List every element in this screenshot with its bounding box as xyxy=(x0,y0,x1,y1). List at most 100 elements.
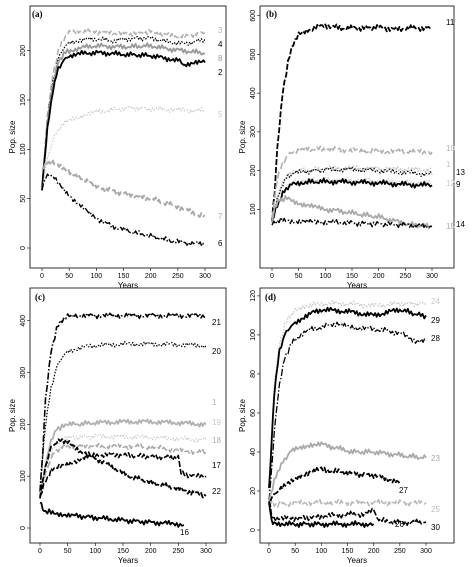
x-tick-label: 150 xyxy=(346,273,358,280)
series-label-2: 2 xyxy=(218,68,223,77)
series-label-24: 24 xyxy=(431,297,440,306)
y-tick-label: 100 xyxy=(20,143,27,155)
series-line-1 xyxy=(271,165,433,221)
y-tick-label: 200 xyxy=(250,165,257,177)
series-line-7 xyxy=(41,159,206,218)
series-line-5 xyxy=(41,105,206,189)
series-label-18: 18 xyxy=(212,436,221,445)
y-tick-label: 300 xyxy=(250,126,257,138)
x-tick-label: 150 xyxy=(117,548,129,555)
y-tick-label: 200 xyxy=(20,45,27,57)
x-tick-label: 250 xyxy=(399,273,411,280)
series-line-13 xyxy=(271,166,433,223)
series-line-28 xyxy=(268,321,427,501)
x-tick-label: 0 xyxy=(267,548,271,555)
series-line-21 xyxy=(39,312,207,492)
series-label-17: 17 xyxy=(212,461,221,470)
series-line-29 xyxy=(268,306,427,489)
y-tick-label: 100 xyxy=(250,329,257,341)
x-axis-label: Years xyxy=(118,281,138,290)
plot-frame xyxy=(259,287,455,544)
series-label-16: 16 xyxy=(180,528,189,537)
plot-frame xyxy=(259,5,455,269)
series-label-4: 4 xyxy=(218,40,223,49)
x-tick-label: 100 xyxy=(90,273,102,280)
x-tick-label: 200 xyxy=(373,273,385,280)
panel-label: (c) xyxy=(35,292,45,302)
y-tick-label: 60 xyxy=(250,409,257,417)
series-line-14 xyxy=(271,216,433,230)
series-line-19 xyxy=(39,433,207,499)
series-label-9: 9 xyxy=(456,180,461,189)
series-line-1 xyxy=(39,418,207,497)
y-tick-label: 0 xyxy=(250,528,257,532)
y-tick-label: 120 xyxy=(250,290,257,302)
y-tick-label: 80 xyxy=(250,370,257,378)
x-tick-label: 200 xyxy=(145,273,157,280)
y-tick-label: 400 xyxy=(20,315,27,327)
y-tick-label: 200 xyxy=(20,418,27,430)
series-line-26 xyxy=(268,502,375,528)
series-line-17 xyxy=(39,451,207,497)
series-line-3 xyxy=(41,28,206,189)
series-line-30 xyxy=(268,500,427,526)
x-tick-label: 300 xyxy=(420,548,432,555)
x-tick-label: 0 xyxy=(38,548,42,555)
x-tick-label: 0 xyxy=(270,273,274,280)
x-axis-label: Years xyxy=(347,281,367,290)
series-label-8: 8 xyxy=(218,54,223,63)
y-tick-label: 100 xyxy=(20,470,27,482)
series-label-7: 7 xyxy=(218,212,223,221)
series-label-1: 1 xyxy=(446,160,451,169)
series-label-27: 27 xyxy=(399,486,408,495)
y-tick-label: 40 xyxy=(250,448,257,456)
series-line-6 xyxy=(41,173,206,247)
panel-2: (c) 0 50 100 150 200 250 300 0 100 200 300 400 Years P… xyxy=(8,287,227,565)
y-tick-label: 20 xyxy=(250,487,257,495)
panel-0: (a) 0 50 100 150 200 250 300 0 50 100 150 200 Years Po… xyxy=(8,5,227,290)
plot-frame xyxy=(29,5,227,269)
series-line-11 xyxy=(271,23,433,221)
panel-1: (b) 0 50 100 150 200 250 300 100 200 300 400 500 600 Y… xyxy=(238,5,465,290)
series-label-15: 15 xyxy=(446,222,455,231)
x-axis-label: Years xyxy=(347,556,367,565)
series-label-29: 29 xyxy=(431,316,440,325)
y-tick-label: 150 xyxy=(20,94,27,106)
x-tick-label: 100 xyxy=(315,548,327,555)
series-label-26: 26 xyxy=(395,520,404,529)
series-line-9 xyxy=(271,177,433,221)
series-line-22 xyxy=(39,438,207,499)
x-tick-label: 250 xyxy=(394,548,406,555)
series-label-3: 3 xyxy=(218,26,223,35)
y-tick-label: 600 xyxy=(250,10,257,22)
x-tick-label: 250 xyxy=(172,548,184,555)
series-line-25 xyxy=(268,498,427,508)
series-line-8 xyxy=(41,42,206,189)
panel-label: (b) xyxy=(266,9,277,19)
series-label-12: 12 xyxy=(446,179,455,188)
series-line-27 xyxy=(268,466,401,502)
series-label-5: 5 xyxy=(218,110,223,119)
series-line-16 xyxy=(39,501,185,528)
series-label-22: 22 xyxy=(212,487,221,496)
x-tick-label: 50 xyxy=(64,548,72,555)
panel-3: (d) 0 50 100 150 200 250 300 0 20 40 60 80 100 120 Year… xyxy=(238,287,455,565)
x-tick-label: 300 xyxy=(199,273,211,280)
series-line-20 xyxy=(39,340,207,490)
x-tick-label: 150 xyxy=(118,273,130,280)
panel-label: (d) xyxy=(265,292,276,302)
series-label-14: 14 xyxy=(456,220,465,229)
panel-label: (a) xyxy=(32,9,43,19)
series-line-2 xyxy=(41,49,206,191)
series-line-23 xyxy=(268,441,427,503)
y-axis-label: Pop. size xyxy=(8,120,17,153)
series-label-6: 6 xyxy=(218,239,223,248)
x-tick-label: 250 xyxy=(172,273,184,280)
x-tick-label: 0 xyxy=(40,273,44,280)
x-tick-label: 50 xyxy=(291,548,299,555)
x-tick-label: 300 xyxy=(426,273,438,280)
series-label-13: 13 xyxy=(456,168,465,177)
series-label-30: 30 xyxy=(431,523,440,532)
x-tick-label: 50 xyxy=(295,273,303,280)
series-label-20: 20 xyxy=(212,347,221,356)
